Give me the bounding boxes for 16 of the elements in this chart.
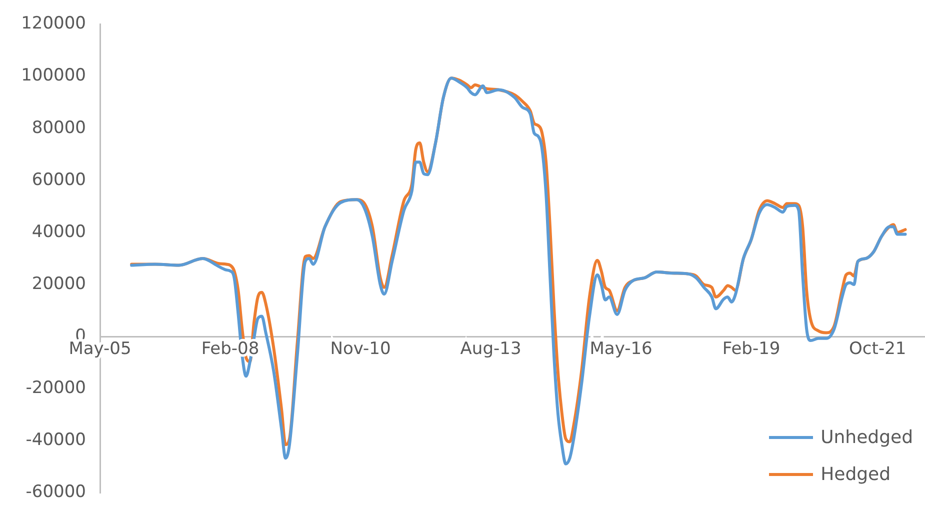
y-tick-label: 40000 xyxy=(32,222,86,242)
y-tick-label: 100000 xyxy=(21,66,86,86)
y-tick-label: 80000 xyxy=(32,118,86,138)
y-tick-label: 120000 xyxy=(21,14,86,34)
legend-label: Hedged xyxy=(820,464,891,485)
x-tick-label: May-16 xyxy=(590,339,652,360)
x-tick-label: Nov-10 xyxy=(330,339,391,360)
y-tick-label: 20000 xyxy=(32,274,86,294)
x-tick-label: Oct-21 xyxy=(849,339,906,360)
x-tick-label: Aug-13 xyxy=(460,339,522,360)
legend-label: Unhedged xyxy=(820,427,913,448)
x-tick-label: Feb-19 xyxy=(722,339,780,360)
y-tick-label: 60000 xyxy=(32,170,86,190)
y-tick-label: -40000 xyxy=(26,430,86,450)
y-tick-label: -20000 xyxy=(26,378,86,398)
y-tick-label: -60000 xyxy=(26,482,86,502)
